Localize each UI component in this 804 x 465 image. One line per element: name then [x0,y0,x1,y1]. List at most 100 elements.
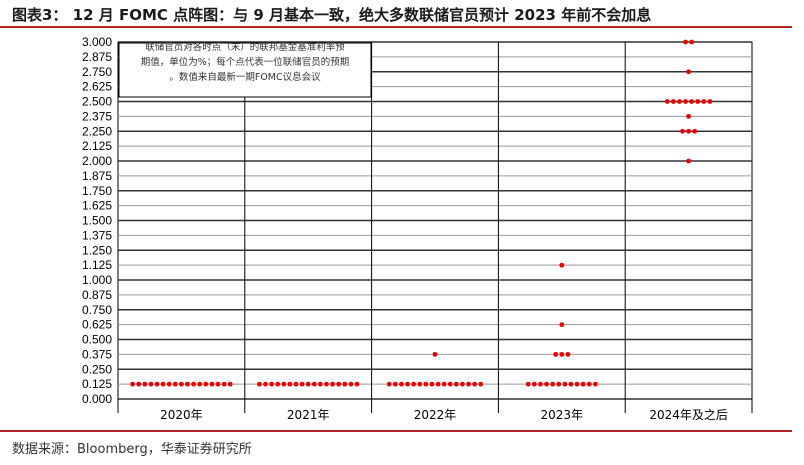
data-point [707,99,713,104]
data-point [399,381,404,387]
data-point [592,381,598,387]
data-point [472,381,478,387]
y-tick-label: 1.750 [82,184,112,198]
bottom-rule [0,430,792,432]
data-point [538,381,543,387]
data-point [154,381,160,387]
data-point [423,381,429,387]
data-point [692,128,698,134]
annotation-line: 联储官员对各时点（末）的联邦基金基准利率预 [145,42,345,53]
data-point [342,381,348,387]
data-point [281,381,287,387]
data-point [565,351,571,357]
data-point [148,381,154,387]
data-point [686,113,691,119]
top-rule [0,26,792,28]
data-point [556,381,562,387]
y-tick-label: 1.125 [82,258,112,272]
data-point [447,381,453,387]
data-point [677,99,682,104]
source-note: 数据来源：Bloomberg，华泰证券研究所 [12,442,252,457]
data-point [525,381,531,387]
y-tick-label: 0.375 [82,347,112,361]
y-tick-label: 1.375 [82,228,112,242]
data-point [544,381,549,387]
x-tick-label: 2022年 [414,408,457,422]
data-point [203,381,209,387]
x-tick-label: 2023年 [541,408,584,422]
data-point [179,381,184,387]
data-point [209,381,215,387]
data-point [405,381,410,387]
data-point [531,381,537,387]
data-point [197,381,203,387]
y-tick-label: 1.500 [82,214,112,228]
data-point [221,381,227,387]
data-point [160,381,166,387]
data-point [318,381,323,387]
data-point [559,351,565,357]
data-point [429,381,435,387]
data-point [568,381,574,387]
data-point [683,39,688,45]
annotation-line: 。数值来自最新一期FOMC议息会议 [169,72,321,83]
data-point [664,99,670,104]
data-point [689,99,695,104]
data-point [215,381,221,387]
y-tick-label: 2.500 [82,95,112,109]
data-point [166,381,172,387]
data-point [417,381,423,387]
data-point [559,262,565,268]
data-point [330,381,335,387]
data-point [435,381,441,387]
y-tick-label: 2.000 [82,154,112,168]
data-point [550,381,556,387]
data-point [142,381,148,387]
data-point [586,381,592,387]
x-tick-label: 2020年 [160,408,203,422]
y-tick-label: 2.750 [82,65,112,79]
data-point [227,381,233,387]
y-tick-label: 2.625 [82,80,112,94]
annotation-box [118,42,372,98]
data-point [191,381,197,387]
data-point [562,381,568,387]
annotation-line: 期值，单位为%；每个点代表一位联储官员的预期 [140,57,350,68]
y-tick-label: 0.625 [82,318,112,332]
data-point [311,381,317,387]
data-point [392,381,398,387]
data-point [701,99,707,104]
data-point [299,381,305,387]
data-point [683,99,688,104]
y-tick-label: 1.000 [82,273,112,287]
data-point [686,128,691,134]
data-point [478,381,484,387]
y-tick-label: 0.125 [82,377,112,391]
data-point [136,381,142,387]
y-tick-label: 2.125 [82,139,112,153]
y-tick-label: 0.000 [82,392,112,406]
data-point [130,381,136,387]
data-point [453,381,459,387]
y-tick-label: 2.375 [82,109,112,123]
data-point [269,381,274,387]
data-point [670,99,676,104]
data-point [354,381,360,387]
chart-annotation: 联储官员对各时点（末）的联邦基金基准利率预 期值，单位为%；每个点代表一位联储官… [120,40,370,90]
y-tick-label: 3.000 [82,35,112,49]
data-point [263,381,268,387]
data-point [305,381,311,387]
data-point [686,69,691,75]
x-tick-label: 2021年 [287,408,330,422]
y-tick-label: 0.250 [82,362,112,376]
y-tick-label: 0.750 [82,303,112,317]
data-point [172,381,178,387]
chart-title: 图表3： 12 月 FOMC 点阵图：与 9 月基本一致，绝大多数联储官员预计 … [12,6,652,24]
data-point [257,381,262,387]
data-point [287,381,293,387]
data-point [386,381,392,387]
data-point [466,381,471,387]
data-point [460,381,465,387]
data-point [411,381,417,387]
